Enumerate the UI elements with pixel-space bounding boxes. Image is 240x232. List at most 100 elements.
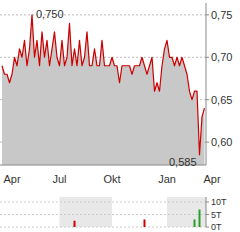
tick-label: 0,65	[211, 94, 232, 106]
volume-bar	[116, 227, 118, 228]
volume-bar	[161, 227, 163, 228]
annotation: 0,750	[36, 8, 64, 20]
volume-bar	[159, 227, 161, 228]
volume-bar	[106, 227, 108, 228]
volume-bar	[21, 227, 23, 228]
volume-plot	[74, 210, 201, 228]
volume-bar	[126, 227, 128, 228]
volume-bar	[156, 227, 158, 228]
volume-bar	[114, 227, 116, 228]
tick-label: 0T	[211, 222, 222, 232]
x-tick-label: Apr	[203, 173, 220, 185]
volume-bar	[139, 227, 141, 228]
volume-bar	[26, 227, 28, 228]
volume-bar	[184, 227, 186, 228]
volume-bar	[51, 227, 53, 228]
volume-bar	[169, 227, 171, 228]
volume-bar	[134, 227, 136, 228]
tick-label: 0,75	[211, 9, 232, 21]
volume-bar	[61, 227, 63, 228]
tick-label: 10T	[211, 197, 227, 207]
volume-bar	[74, 221, 76, 227]
volume-bar	[144, 220, 146, 228]
volume-bar	[136, 227, 138, 228]
volume-bar	[171, 227, 173, 228]
volume-bar	[49, 227, 51, 228]
volume-bar	[104, 227, 106, 228]
volume-bar	[36, 227, 38, 228]
volume-bar	[91, 227, 93, 228]
grid-line	[0, 214, 206, 215]
volume-bar	[76, 227, 78, 228]
annotation: 0,585	[169, 156, 197, 168]
y-axis-line	[206, 3, 207, 165]
volume-bar	[154, 227, 156, 228]
volume-bar	[164, 227, 166, 228]
volume-bar	[121, 227, 123, 228]
volume-bar	[16, 227, 18, 228]
grid-line	[0, 14, 206, 15]
volume-bar	[181, 227, 183, 228]
chart-root: 0,600,650,700,75AprJulOktJanApr0,7500,58…	[0, 0, 240, 232]
volume-bar	[69, 227, 71, 228]
tick-label: 0,70	[211, 51, 232, 63]
volume-bar	[141, 227, 143, 228]
volume-bar	[179, 227, 181, 228]
volume-bar	[89, 227, 91, 228]
volume-bar	[186, 227, 188, 228]
volume-bar	[99, 227, 101, 228]
x-tick-label: Jul	[52, 173, 66, 185]
volume-bar	[174, 227, 176, 228]
volume-bar	[129, 227, 131, 228]
y-axis-line	[206, 197, 207, 227]
volume-bar	[176, 227, 178, 228]
volume-bar	[66, 227, 68, 228]
volume-bar	[24, 227, 26, 228]
volume-bar	[39, 227, 41, 228]
volume-bar	[96, 227, 98, 228]
volume-bar	[59, 227, 61, 228]
x-tick-label: Apr	[3, 173, 20, 185]
volume-bar	[146, 227, 148, 228]
volume-bar	[41, 227, 43, 228]
volume-bar	[84, 227, 86, 228]
volume-bar	[109, 227, 111, 228]
volume-bar	[14, 227, 16, 228]
volume-bar	[94, 227, 96, 228]
volume-bar	[166, 227, 168, 228]
volume-bar	[119, 227, 121, 228]
volume-bar	[196, 227, 198, 228]
volume-bar	[29, 227, 31, 228]
volume-bar	[86, 227, 88, 228]
volume-bar	[131, 227, 133, 228]
volume-bar	[11, 227, 13, 228]
volume-bar	[101, 227, 103, 228]
volume-bar	[19, 227, 21, 228]
volume-bar	[81, 227, 83, 228]
volume-bar	[1, 227, 3, 228]
grid-line	[0, 227, 206, 228]
volume-bar	[31, 227, 33, 228]
volume-bar	[149, 227, 151, 228]
volume-bar	[6, 227, 8, 228]
volume-bar	[151, 227, 153, 228]
volume-bar	[189, 227, 191, 228]
volume-bar	[34, 227, 36, 228]
volume-bar	[191, 227, 193, 228]
volume-bar	[79, 227, 81, 228]
volume-bar	[56, 227, 58, 228]
volume-bar	[111, 227, 113, 228]
volume-bar	[9, 227, 11, 228]
volume-bar	[4, 227, 6, 228]
price-plot	[2, 15, 205, 165]
x-tick-label: Okt	[103, 173, 120, 185]
price-area	[2, 15, 205, 165]
volume-bar	[199, 210, 201, 228]
volume-bar	[204, 227, 206, 228]
x-tick-label: Jan	[158, 173, 176, 185]
volume-bar	[54, 227, 56, 228]
grid-line	[0, 202, 206, 203]
price-line	[2, 15, 205, 155]
volume-bar	[201, 227, 203, 228]
volume-bar	[124, 227, 126, 228]
